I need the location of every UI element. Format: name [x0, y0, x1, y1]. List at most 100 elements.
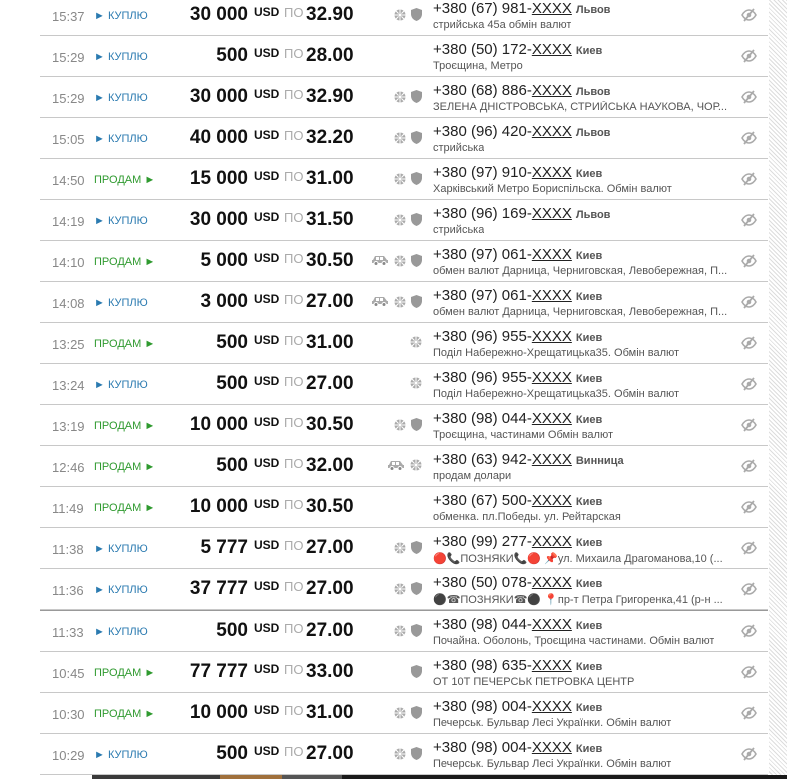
scrollbar[interactable] — [769, 0, 787, 775]
offer-currency: USD — [254, 579, 280, 593]
offer-row[interactable]: 12:46 ПРОДАМ ► 500 USD ПО 32.00 +380 (63… — [40, 446, 768, 487]
offer-per-label: ПО — [284, 128, 304, 143]
show-phone-link[interactable]: XXXX — [531, 0, 572, 17]
wheel-icon — [394, 255, 406, 267]
wheel-icon — [394, 748, 406, 760]
offer-badges — [410, 336, 422, 348]
show-phone-link[interactable]: XXXX — [531, 205, 572, 222]
show-phone-link[interactable]: XXXX — [531, 82, 572, 99]
offer-row[interactable]: 15:29 ► КУПЛЮ 30 000 USD ПО 32.90 +380 (… — [40, 77, 768, 118]
offer-row[interactable]: 14:10 ПРОДАМ ► 5 000 USD ПО 30.50 +380 (… — [40, 241, 768, 282]
offer-time: 11:49 — [52, 501, 84, 516]
offer-row[interactable]: 11:49 ПРОДАМ ► 10 000 USD ПО 30.50 +380 … — [40, 487, 768, 528]
show-phone-link[interactable]: XXXX — [531, 698, 572, 715]
offer-row[interactable]: 10:30 ПРОДАМ ► 10 000 USD ПО 31.00 +380 … — [40, 693, 768, 734]
hide-eye-icon[interactable] — [741, 418, 757, 437]
offer-rate: 27.00 — [306, 620, 354, 641]
offer-type: ПРОДАМ ► — [94, 420, 156, 432]
hide-eye-icon[interactable] — [741, 131, 757, 150]
car-icon — [371, 255, 389, 266]
hide-eye-icon[interactable] — [741, 624, 757, 643]
offer-row[interactable]: 15:29 ► КУПЛЮ 500 USD ПО 28.00 +380 (50)… — [40, 36, 768, 77]
phone-prefix: +380 (96) 955- — [433, 369, 532, 386]
offer-amount: 10 000 — [189, 702, 248, 723]
offer-currency: USD — [254, 128, 280, 142]
offer-time: 14:19 — [52, 214, 85, 229]
offer-amount: 30 000 — [189, 4, 248, 25]
offer-note: Почайна. Оболонь, Троєщина частинами. Об… — [433, 635, 715, 647]
offer-type: ПРОДАМ ► — [94, 461, 156, 473]
offer-amount: 500 — [216, 455, 248, 476]
shield-icon — [411, 582, 422, 595]
show-phone-link[interactable]: XXXX — [531, 574, 572, 591]
show-phone-link[interactable]: XXXX — [531, 123, 572, 140]
offer-currency: USD — [254, 538, 280, 552]
offer-row[interactable]: 11:36 ► КУПЛЮ 37 777 USD ПО 27.00 +380 (… — [40, 569, 768, 610]
show-phone-link[interactable]: XXXX — [531, 451, 572, 468]
show-phone-link[interactable]: XXXX — [531, 287, 572, 304]
offer-row[interactable]: 11:38 ► КУПЛЮ 5 777 USD ПО 27.00 +380 (9… — [40, 528, 768, 569]
offer-row[interactable]: 15:37 ► КУПЛЮ 30 000 USD ПО 32.90 +380 (… — [40, 0, 768, 36]
offer-city: Киев — [575, 537, 603, 549]
offer-time: 12:46 — [52, 460, 85, 475]
hide-eye-icon[interactable] — [741, 8, 757, 27]
show-phone-link[interactable]: XXXX — [531, 533, 572, 550]
hide-eye-icon[interactable] — [741, 459, 757, 478]
offer-row[interactable]: 14:19 ► КУПЛЮ 30 000 USD ПО 31.50 +380 (… — [40, 200, 768, 241]
offer-time: 14:08 — [52, 296, 85, 311]
hide-eye-icon[interactable] — [741, 541, 757, 560]
offer-rate: 31.00 — [306, 702, 354, 723]
offer-badges — [394, 131, 422, 144]
hide-eye-icon[interactable] — [741, 500, 757, 519]
show-phone-link[interactable]: XXXX — [531, 410, 572, 427]
hide-eye-icon[interactable] — [741, 254, 757, 273]
show-phone-link[interactable]: XXXX — [531, 492, 572, 509]
show-phone-link[interactable]: XXXX — [531, 328, 572, 345]
hide-eye-icon[interactable] — [741, 49, 757, 68]
offer-per-label: ПО — [284, 87, 304, 102]
offer-row[interactable]: 14:50 ПРОДАМ ► 15 000 USD ПО 31.00 +380 … — [40, 159, 768, 200]
hide-eye-icon[interactable] — [741, 665, 757, 684]
hide-eye-icon[interactable] — [741, 377, 757, 396]
show-phone-link[interactable]: XXXX — [531, 246, 572, 263]
offer-badges — [394, 541, 422, 554]
phone-prefix: +380 (98) 635- — [433, 657, 532, 674]
offer-rate: 33.00 — [306, 661, 354, 682]
offer-per-label: ПО — [284, 497, 304, 512]
offer-row[interactable]: 11:33 ► КУПЛЮ 500 USD ПО 27.00 +380 (98)… — [40, 610, 768, 652]
wheel-icon — [394, 214, 406, 226]
offer-row[interactable]: 13:24 ► КУПЛЮ 500 USD ПО 27.00 +380 (96)… — [40, 364, 768, 405]
offer-badges — [394, 172, 422, 185]
hide-eye-icon[interactable] — [741, 582, 757, 601]
shield-icon — [411, 665, 422, 678]
offer-city: Киев — [575, 702, 603, 714]
offer-per-label: ПО — [284, 374, 304, 389]
hide-eye-icon[interactable] — [741, 90, 757, 109]
hide-eye-icon[interactable] — [741, 747, 757, 766]
offer-row[interactable]: 14:08 ► КУПЛЮ 3 000 USD ПО 27.00 +380 (9… — [40, 282, 768, 323]
offer-city: Львов — [575, 86, 611, 98]
show-phone-link[interactable]: XXXX — [531, 41, 572, 58]
show-phone-link[interactable]: XXXX — [531, 739, 572, 756]
offer-phone: +380 (97) 061-XXXX Киев — [433, 246, 602, 263]
show-phone-link[interactable]: XXXX — [531, 164, 572, 181]
hide-eye-icon[interactable] — [741, 172, 757, 191]
offer-phone: +380 (97) 061-XXXX Киев — [433, 287, 602, 304]
offer-row[interactable]: 10:45 ПРОДАМ ► 77 777 USD ПО 33.00 +380 … — [40, 652, 768, 693]
offer-city: Львов — [575, 4, 611, 16]
hide-eye-icon[interactable] — [741, 213, 757, 232]
show-phone-link[interactable]: XXXX — [531, 369, 572, 386]
wheel-icon — [394, 9, 406, 21]
hide-eye-icon[interactable] — [741, 336, 757, 355]
offer-type: ► КУПЛЮ — [94, 92, 148, 104]
offer-row[interactable]: 10:29 ► КУПЛЮ 500 USD ПО 27.00 +380 (98)… — [40, 734, 768, 775]
offer-row[interactable]: 13:19 ПРОДАМ ► 10 000 USD ПО 30.50 +380 … — [40, 405, 768, 446]
offer-rate: 27.00 — [306, 291, 354, 312]
offer-row[interactable]: 15:05 ► КУПЛЮ 40 000 USD ПО 32.20 +380 (… — [40, 118, 768, 159]
show-phone-link[interactable]: XXXX — [531, 657, 572, 674]
show-phone-link[interactable]: XXXX — [531, 616, 572, 633]
wheel-icon — [394, 707, 406, 719]
hide-eye-icon[interactable] — [741, 706, 757, 725]
hide-eye-icon[interactable] — [741, 295, 757, 314]
offer-row[interactable]: 13:25 ПРОДАМ ► 500 USD ПО 31.00 +380 (96… — [40, 323, 768, 364]
